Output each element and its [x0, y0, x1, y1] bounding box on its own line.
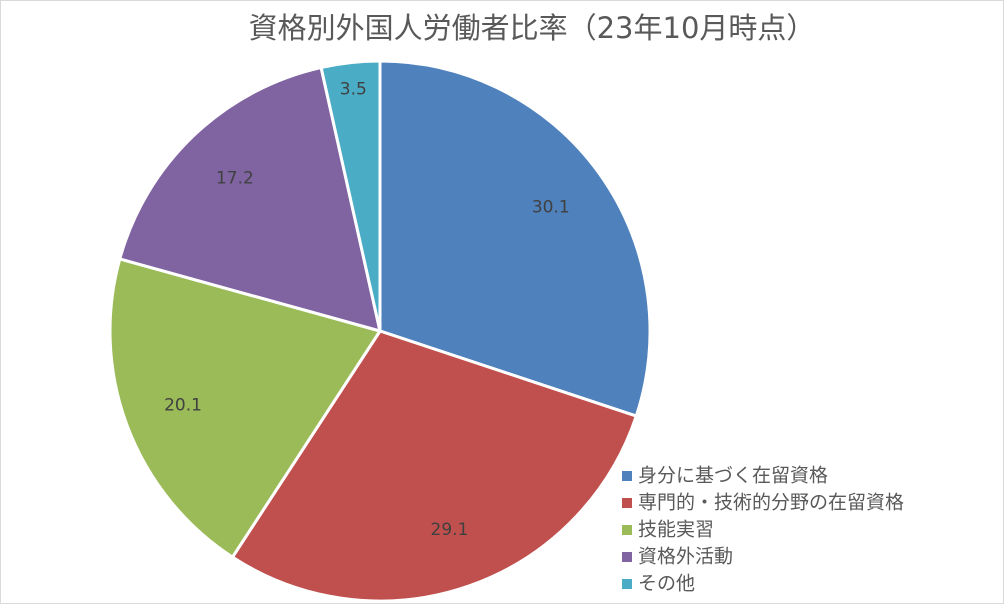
legend-swatch	[622, 552, 632, 562]
pie-slice	[117, 65, 383, 334]
legend-label: 身分に基づく在留資格	[638, 465, 828, 487]
legend-label: 専門的・技術的分野の在留資格	[638, 492, 904, 514]
legend-swatch	[622, 525, 632, 535]
legend-swatch	[622, 498, 632, 508]
legend-label: その他	[638, 573, 695, 595]
data-label: 20.1	[164, 395, 202, 415]
data-label: 29.1	[431, 520, 469, 540]
pie-slice	[108, 257, 383, 560]
data-label: 30.1	[532, 198, 570, 218]
data-label: 17.2	[216, 168, 254, 188]
pie-slice	[230, 329, 639, 603]
legend-label: 資格外活動	[638, 546, 733, 568]
pie-slice	[319, 59, 382, 332]
legend-swatch	[622, 579, 632, 589]
data-label: 3.5	[340, 79, 367, 99]
pie-slice	[378, 59, 652, 418]
chart-title: 資格別外国人労働者比率（23年10月時点）	[249, 11, 816, 45]
legend-label: 技能実習	[638, 519, 714, 541]
legend-swatch	[622, 471, 632, 481]
